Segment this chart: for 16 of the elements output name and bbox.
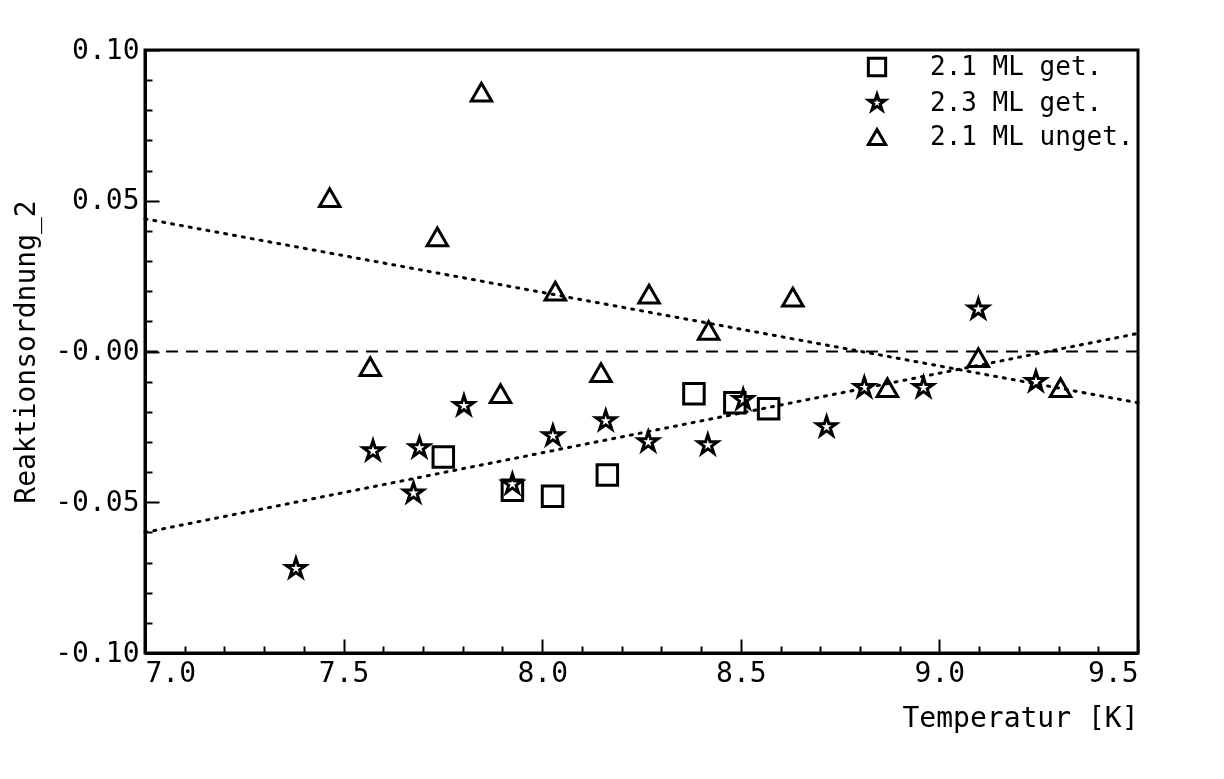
y-tick-label: -0.10	[55, 635, 140, 669]
y-tick-label: -0.05	[55, 484, 140, 518]
legend-label: 2.1 ML get.	[930, 51, 1103, 81]
y-tick-label: 0.10	[72, 32, 140, 66]
y-tick-label: -0.00	[55, 334, 140, 367]
x-tick-label: 8.5	[716, 655, 767, 689]
x-tick-label: 9.0	[914, 655, 966, 689]
legend-label: 2.3 ML get.	[930, 87, 1103, 117]
y-tick-label: 0.05	[72, 183, 140, 217]
x-axis-title: Temperatur [K]	[902, 700, 1139, 734]
legend-label: 2.1 ML unget.	[930, 121, 1134, 151]
x-tick-label: 8.0	[517, 655, 568, 689]
x-tick-label: 7.0	[145, 655, 197, 689]
y-axis-title: Reaktionsordnung_2	[9, 200, 44, 504]
x-tick-label: 7.5	[318, 655, 370, 689]
x-tick-label: 9.5	[1087, 655, 1139, 689]
